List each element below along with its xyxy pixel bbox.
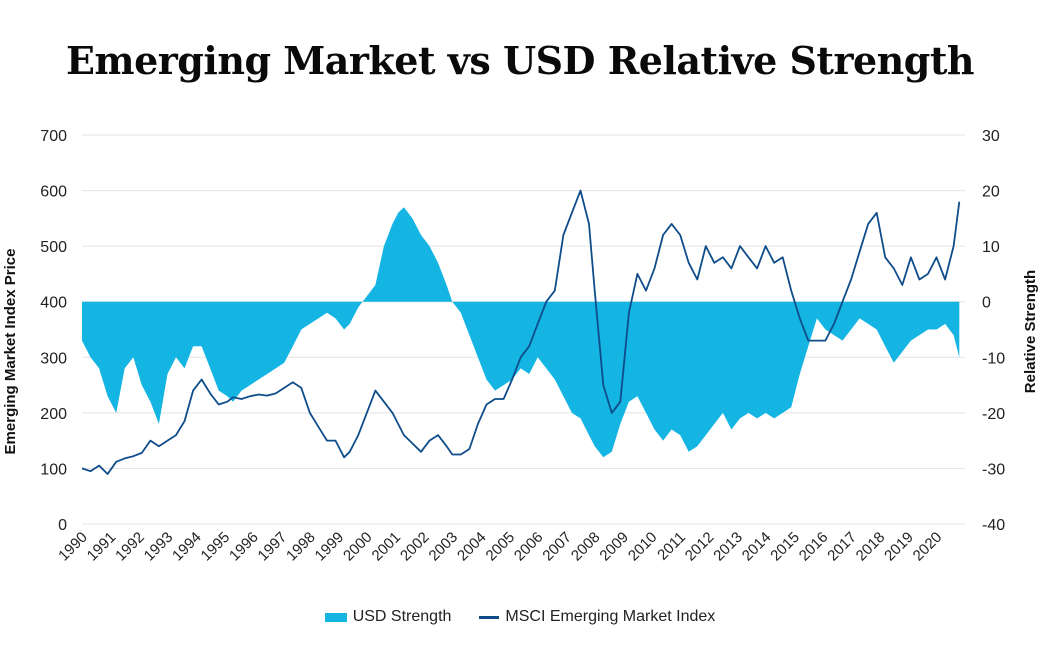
x-tick-label: 2013	[710, 529, 746, 565]
y-tick-right: 20	[982, 184, 1000, 201]
x-tick-label: 1994	[169, 529, 205, 565]
x-tick-label: 1991	[84, 529, 120, 565]
x-tick-label: 2018	[853, 529, 889, 565]
x-tick-label: 2006	[511, 529, 547, 565]
y-tick-left: 100	[40, 461, 67, 478]
usd-strength-area	[82, 207, 960, 458]
x-tick-label: 2002	[397, 529, 433, 565]
x-tick-label: 1995	[198, 529, 234, 565]
x-tick-label: 2007	[539, 529, 575, 565]
y-tick-right: 10	[982, 239, 1000, 256]
x-tick-label: 2016	[796, 529, 832, 565]
x-tick-label: 2005	[483, 529, 519, 565]
legend: USD Strength MSCI Emerging Market Index	[0, 608, 1040, 626]
chart-title: Emerging Market vs USD Relative Strength	[65, 38, 975, 83]
x-tick-label: 2017	[824, 529, 860, 565]
x-tick-label: 2009	[596, 529, 632, 565]
x-tick-label: 2010	[625, 529, 661, 565]
x-tick-label: 1998	[283, 529, 319, 565]
x-tick-label: 1990	[55, 529, 91, 565]
x-tick-label: 2020	[910, 529, 946, 565]
x-tick-label: 2019	[881, 529, 917, 565]
x-tick-label: 1992	[112, 529, 148, 565]
legend-label-usd-strength: USD Strength	[352, 608, 452, 625]
x-tick-label: 2011	[654, 529, 689, 564]
y-tick-left: 400	[40, 295, 67, 312]
y-tick-right: 0	[982, 295, 991, 312]
y-tick-right: -10	[982, 350, 1005, 367]
legend-swatch-area	[324, 612, 347, 622]
legend-label-msci: MSCI Emerging Market Index	[505, 608, 716, 625]
y-tick-left: 700	[40, 128, 67, 145]
y-tick-left: 200	[40, 406, 67, 423]
y-axis-label-right: Relative Strength	[1022, 270, 1039, 393]
x-tick-label: 1999	[312, 529, 348, 565]
x-tick-label: 2015	[767, 529, 803, 565]
y-axis-label-left: Emerging Market Index Price	[2, 249, 19, 455]
y-tick-left: 300	[40, 350, 67, 367]
x-tick-label: 1993	[141, 529, 177, 565]
x-tick-label: 1996	[226, 529, 262, 565]
y-tick-right: -20	[982, 406, 1005, 423]
legend-item-usd-strength[interactable]: USD Strength	[324, 608, 452, 626]
y-tick-right: -40	[982, 517, 1005, 534]
y-tick-left: 0	[58, 517, 67, 534]
x-tick-label: 2008	[568, 529, 604, 565]
legend-swatch-line	[479, 615, 500, 619]
legend-item-msci[interactable]: MSCI Emerging Market Index	[479, 608, 715, 626]
y-tick-right: -30	[982, 461, 1005, 478]
x-tick-label: 2014	[739, 529, 775, 565]
y-tick-left: 600	[40, 184, 67, 201]
x-tick-label: 2001	[369, 529, 405, 565]
y-tick-left: 500	[40, 239, 67, 256]
y-tick-right: 30	[982, 128, 1000, 145]
x-tick-label: 2003	[426, 529, 462, 565]
x-tick-label: 1997	[255, 529, 291, 565]
x-tick-label: 2004	[454, 529, 490, 565]
msci-index-line	[81, 189, 961, 475]
x-tick-label: 2000	[340, 529, 376, 565]
x-tick-label: 2012	[682, 529, 718, 565]
